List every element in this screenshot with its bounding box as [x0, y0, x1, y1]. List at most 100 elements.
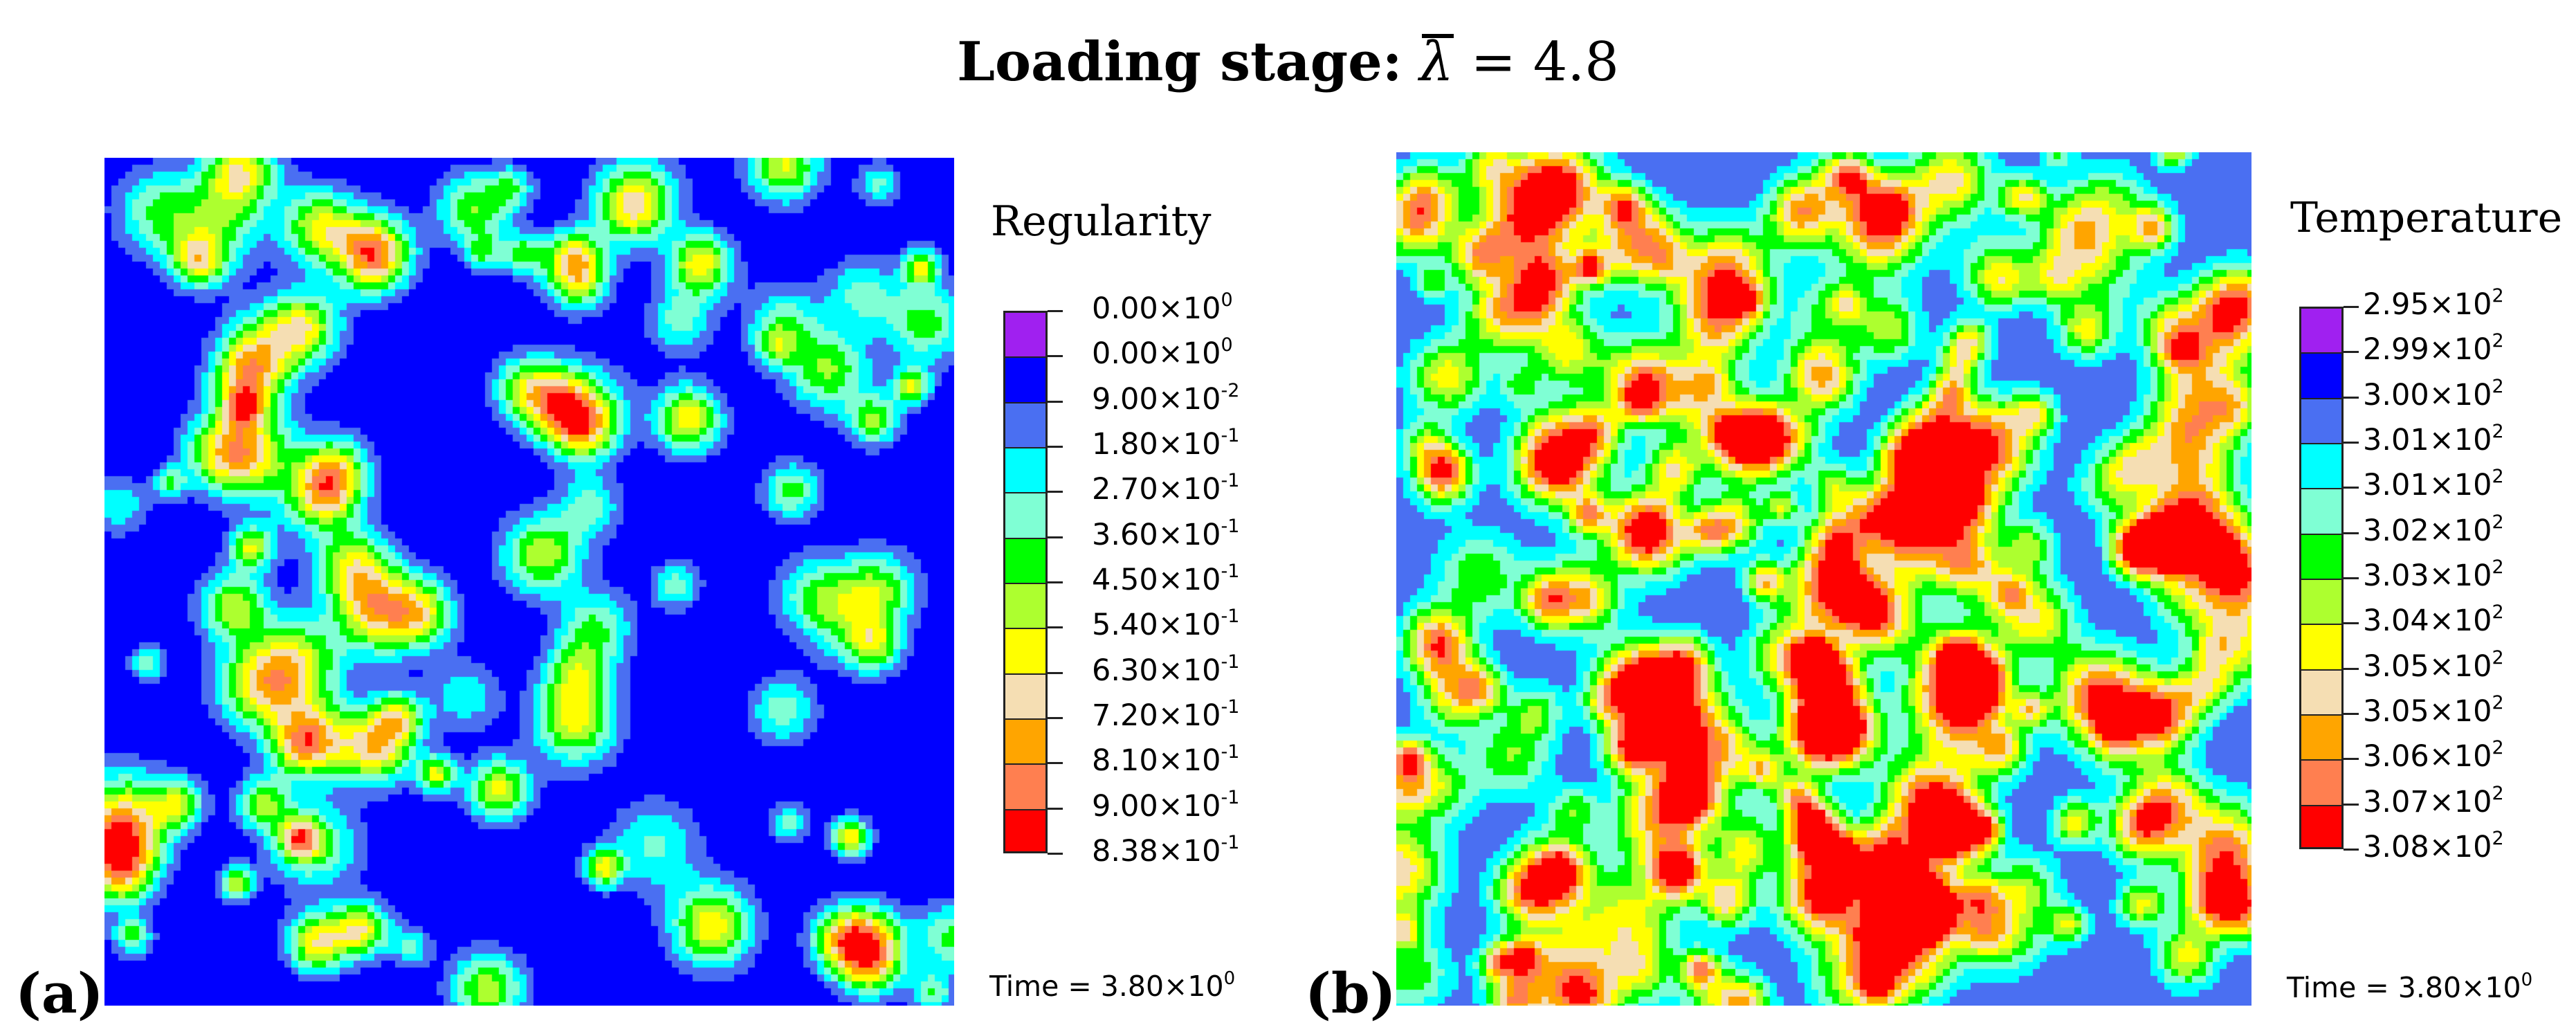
colorbar-swatch [2301, 399, 2341, 444]
regularity-colorbar [1003, 311, 1048, 853]
colorbar-tick-label: 4.50×10-1 [1092, 562, 1239, 597]
colorbar-tick-label: 3.03×102 [2363, 556, 2504, 593]
tick-exponent: 2 [2492, 646, 2504, 669]
colorbar-tick-label: 3.08×102 [2363, 828, 2504, 864]
tick-exponent: 0 [1221, 334, 1233, 356]
colorbar-swatch [1005, 719, 1045, 765]
tick-exponent: -2 [1221, 379, 1240, 401]
colorbar-tick [2344, 667, 2359, 670]
tick-exponent: -1 [1221, 741, 1240, 763]
colorbar-tick [2344, 713, 2359, 715]
colorbar-tick [1048, 581, 1063, 583]
colorbar-tick-label: 2.95×102 [2363, 287, 2504, 322]
colorbar-tick-label: 9.00×10-2 [1092, 379, 1240, 417]
colorbar-tick-label: 3.01×102 [2363, 421, 2504, 457]
colorbar-swatch [1005, 358, 1045, 403]
colorbar-swatch [2301, 309, 2341, 354]
tick-exponent: -1 [1221, 832, 1240, 853]
colorbar-swatch [2301, 670, 2341, 716]
colorbar-tick-label: 8.38×10-1 [1092, 832, 1240, 869]
tick-exponent: 2 [2492, 556, 2504, 578]
colorbar-tick [1048, 536, 1063, 538]
colorbar-tick-label: 6.30×10-1 [1092, 653, 1239, 688]
colorbar-swatch [1005, 810, 1045, 851]
tick-exponent: -1 [1221, 786, 1240, 808]
time-text-a: Time = 3.80×10 [989, 970, 1224, 1003]
tick-exponent: 2 [2492, 782, 2504, 804]
tick-exponent: 2 [2492, 601, 2504, 624]
colorbar-swatch [2301, 444, 2341, 490]
colorbar-swatch [2301, 625, 2341, 671]
colorbar-tick [2344, 532, 2359, 534]
colorbar-tick [2344, 849, 2359, 851]
colorbar-tick-label: 0.00×100 [1092, 291, 1233, 326]
tick-exponent: 2 [2492, 285, 2504, 307]
lambda-value: = 4.8 [1470, 31, 1619, 93]
colorbar-swatch [1005, 629, 1045, 675]
colorbar-tick [1048, 762, 1063, 765]
colorbar-tick-label: 0.00×100 [1092, 336, 1233, 371]
tick-mantissa: 3.07×10 [2363, 784, 2492, 819]
colorbar-tick [2344, 758, 2359, 761]
tick-exponent: 2 [2492, 421, 2504, 442]
colorbar-tick-label: 7.20×10-1 [1092, 698, 1239, 733]
colorbar-swatch [2301, 806, 2341, 847]
temperature-contour-plot [1396, 152, 2251, 1006]
lambda-bar-symbol: λ [1419, 31, 1454, 93]
colorbar-tick-label: 3.05×102 [2363, 693, 2504, 729]
time-exp-b: 0 [2521, 970, 2533, 990]
figure-title: Loading stage: λ = 4.8 [0, 28, 2576, 97]
colorbar-tick [2344, 577, 2359, 579]
colorbar-swatch [1005, 765, 1045, 810]
tick-mantissa: 7.20×10 [1092, 698, 1221, 733]
tick-exponent: 2 [2492, 375, 2504, 397]
colorbar-tick-label: 3.00×102 [2363, 375, 2504, 412]
tick-exponent: -1 [1221, 515, 1240, 537]
tick-mantissa: 5.40×10 [1092, 608, 1221, 643]
colorbar-swatch [1005, 493, 1045, 539]
tick-mantissa: 6.30×10 [1092, 653, 1221, 688]
colorbar-tick [2344, 351, 2359, 354]
tick-mantissa: 4.50×10 [1092, 563, 1221, 597]
colorbar-tick-label: 9.00×10-1 [1092, 786, 1240, 824]
colorbar-swatch [2301, 715, 2341, 761]
colorbar-tick-label: 3.05×102 [2363, 646, 2504, 684]
colorbar-swatch [1005, 583, 1045, 630]
colorbar-tick [2344, 487, 2359, 489]
colorbar-tick-label: 3.04×102 [2363, 601, 2504, 639]
tick-mantissa: 1.80×10 [1092, 427, 1221, 462]
colorbar-tick-label: 8.10×10-1 [1092, 743, 1239, 778]
tick-mantissa: 0.00×10 [1092, 336, 1221, 372]
tick-mantissa: 2.99×10 [2363, 332, 2492, 368]
colorbar-tick-label: 2.99×102 [2363, 332, 2504, 367]
tick-mantissa: 3.05×10 [2363, 648, 2492, 684]
tick-mantissa: 3.01×10 [2363, 423, 2492, 457]
tick-exponent: -1 [1221, 470, 1240, 492]
title-label: Loading stage: [957, 30, 1403, 93]
colorbar-tick [1048, 446, 1063, 448]
colorbar-tick [1048, 853, 1063, 855]
tick-mantissa: 3.02×10 [2363, 513, 2492, 548]
colorbar-swatch [2301, 534, 2341, 580]
colorbar-swatch [2301, 354, 2341, 399]
colorbar-tick-label: 5.40×10-1 [1092, 607, 1239, 643]
tick-mantissa: 3.04×10 [2363, 604, 2492, 639]
colorbar-tick-label: 2.70×10-1 [1092, 470, 1240, 507]
panel-b-label: (b) [1305, 961, 1396, 1026]
time-label-a: Time = 3.80×100 [989, 969, 1235, 1004]
tick-mantissa: 3.01×10 [2363, 468, 2492, 503]
time-exp-a: 0 [1223, 968, 1236, 989]
colorbar-swatch [2301, 761, 2341, 806]
tick-mantissa: 0.00×10 [1092, 291, 1221, 326]
colorbar-tick [1048, 400, 1063, 403]
colorbar-tick-label: 3.60×10-1 [1092, 515, 1240, 552]
panel-a-label: (a) [15, 961, 104, 1026]
tick-exponent: -1 [1221, 425, 1240, 446]
colorbar-swatch [1005, 674, 1045, 720]
tick-exponent: 2 [2492, 330, 2504, 352]
tick-mantissa: 3.05×10 [2363, 694, 2492, 729]
tick-exponent: 2 [2492, 828, 2504, 849]
tick-mantissa: 3.08×10 [2363, 830, 2492, 864]
tick-mantissa: 2.70×10 [1092, 472, 1221, 507]
colorbar-tick [1048, 807, 1063, 810]
